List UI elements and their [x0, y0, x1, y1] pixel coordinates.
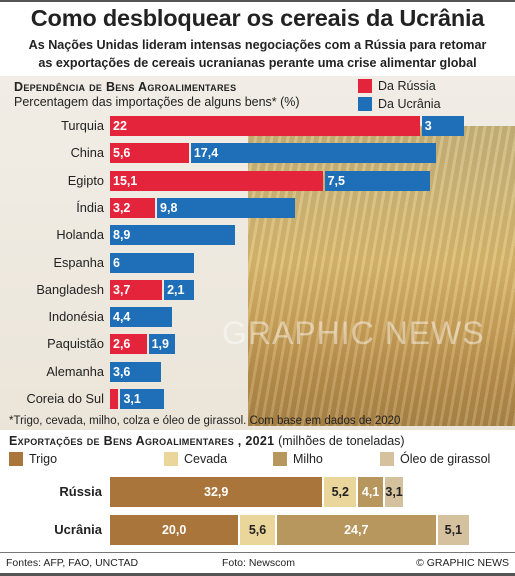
value-ukraine-alemanha: 3,6 [113, 364, 131, 379]
segment-value-ucrania-cevada: 5,6 [248, 523, 267, 537]
segment-value-russia-cevada: 5,2 [331, 485, 349, 499]
subtitle-line-1: As Nações Unidas lideram intensas negoci… [28, 38, 487, 52]
category-label-indonesia: Indonésia [48, 309, 105, 325]
legend-trigo: Trigo [9, 452, 57, 466]
value-ukraine-paquistao: 1,9 [151, 337, 169, 352]
bar-ukraine-espanha [110, 252, 195, 273]
row-label-russia: Rússia [59, 484, 102, 499]
legend-trigo-label: Trigo [29, 452, 58, 466]
legend-trigo-swatch [9, 452, 23, 466]
bar-ukraine-bangladesh [164, 279, 194, 300]
value-ukraine-turquia: 3 [424, 119, 432, 133]
bar-russia-china [110, 143, 189, 164]
bar-ukraine-india [157, 197, 296, 218]
legend-oleo-de-girassol-swatch [380, 452, 394, 466]
page-title: Como desbloquear os cereais da Ucrânia [30, 5, 485, 31]
category-label-holanda: Holanda [56, 227, 104, 243]
legend-ukraine-label: Da Ucrânia [378, 97, 441, 111]
category-label-egipto: Egipto [67, 172, 104, 188]
bar-russia-india [110, 197, 156, 218]
value-russia-china: 5,6 [113, 146, 131, 161]
value-ukraine-bangladesh: 2,1 [167, 282, 185, 297]
segment-value-russia-trigo: 32,9 [204, 485, 229, 499]
category-label-india: Índia [76, 199, 104, 215]
category-label-china: China [70, 145, 104, 161]
category-label-coreia-do-sul: Coreia do Sul [26, 391, 104, 406]
legend-cevada-swatch [164, 452, 178, 466]
legend-ukraine: Da Ucrânia [358, 97, 441, 111]
value-russia-paquistao: 2,6 [113, 337, 131, 352]
subtitle-line-2: as exportações de cereais ucranianas per… [38, 56, 477, 70]
value-ukraine-china: 17,4 [193, 146, 219, 161]
bar-ukraine-egipto [324, 170, 431, 191]
bar-ukraine-paquistao [148, 334, 176, 355]
exports-title-text: Exportações de Bens Agroalimentares , 20… [9, 434, 275, 448]
segment-russia-cevada [324, 477, 357, 507]
legend-milho-label: Milho [293, 452, 323, 466]
bar-ukraine-china [190, 143, 436, 164]
top-rule [0, 0, 515, 2]
bar-russia-turquia [110, 116, 420, 136]
category-label-espanha: Espanha [53, 254, 104, 270]
segment-ucrania-oleo-de-girassol [437, 515, 469, 545]
dependency-footnote: *Trigo, cevada, milho, colza e óleo de g… [9, 415, 401, 427]
segment-russia-milho [358, 477, 383, 507]
value-ukraine-holanda: 8,9 [113, 228, 131, 243]
row-label-ucrania: Ucrânia [54, 522, 102, 537]
legend-russia: Da Rússia [358, 79, 436, 93]
legend-russia-label: Da Rússia [378, 79, 436, 93]
value-ukraine-espanha: 6 [113, 255, 120, 270]
category-label-bangladesh: Bangladesh [36, 281, 104, 297]
legend-milho-swatch [273, 452, 287, 466]
segment-value-russia-milho: 4,1 [361, 485, 380, 499]
segment-value-ucrania-trigo: 20,0 [161, 523, 187, 537]
bottom-rule [0, 573, 515, 576]
bar-russia-paquistao [110, 334, 147, 355]
segment-value-ucrania-milho: 24,7 [344, 523, 369, 537]
value-russia-turquia: 22 [113, 119, 127, 133]
dependency-chart-subtitle: Percentagem das importações de alguns be… [14, 95, 300, 109]
category-label-paquistao: Paquistão [47, 336, 104, 352]
exports-unit-label: (milhões de toneladas) [278, 434, 405, 448]
legend-cevada: Cevada [164, 452, 227, 466]
bar-ukraine-holanda [110, 225, 236, 246]
footer-copyright: © GRAPHIC NEWS [416, 557, 509, 569]
segment-ucrania-milho [276, 515, 436, 545]
bar-ukraine-alemanha [110, 361, 161, 382]
legend-ukraine-swatch [358, 97, 372, 111]
legend-oleo-de-girassol-label: Óleo de girassol [400, 452, 491, 466]
bar-ukraine-indonesia [110, 307, 172, 328]
exports-chart-title: Exportações de Bens Agroalimentares , 20… [9, 434, 405, 448]
segment-value-ucrania-oleo-de-girassol: 5,1 [444, 523, 463, 537]
bar-russia-egipto [110, 170, 323, 191]
footer-photo-credit: Foto: Newscom [222, 557, 295, 569]
watermark: GRAPHIC NEWS [222, 315, 485, 351]
segment-value-russia-oleo-de-girassol: 3,1 [385, 485, 403, 499]
legend-oleo-de-girassol: Óleo de girassol [380, 452, 490, 466]
bar-russia-bangladesh [110, 279, 163, 300]
value-ukraine-indonesia: 4,4 [113, 310, 131, 325]
footer-rule [0, 552, 515, 553]
value-russia-bangladesh: 3,7 [113, 282, 131, 297]
bar-ukraine-coreia-do-sul [120, 389, 165, 409]
value-russia-india: 3,2 [113, 200, 131, 215]
category-label-turquia: Turquia [61, 118, 104, 133]
category-label-alemanha: Alemanha [46, 363, 104, 379]
value-ukraine-egipto: 7,5 [327, 173, 345, 188]
dependency-chart-title: Dependência de Bens Agroalimentares [14, 80, 237, 94]
segment-russia-oleo-de-girassol [384, 477, 404, 507]
segment-russia-trigo [110, 477, 323, 507]
footer-sources: Fontes: AFP, FAO, UNCTAD [6, 557, 139, 569]
bar-russia-coreia-do-sul [110, 389, 119, 409]
legend-milho: Milho [273, 452, 323, 466]
value-ukraine-coreia-do-sul: 3,1 [123, 392, 141, 406]
value-russia-egipto: 15,1 [113, 173, 138, 188]
segment-ucrania-cevada [240, 515, 275, 545]
value-ukraine-india: 9,8 [160, 200, 178, 215]
bar-ukraine-turquia [421, 116, 464, 136]
segment-ucrania-trigo [110, 515, 239, 545]
legend-russia-swatch [358, 79, 372, 93]
legend-cevada-label: Cevada [184, 452, 228, 466]
